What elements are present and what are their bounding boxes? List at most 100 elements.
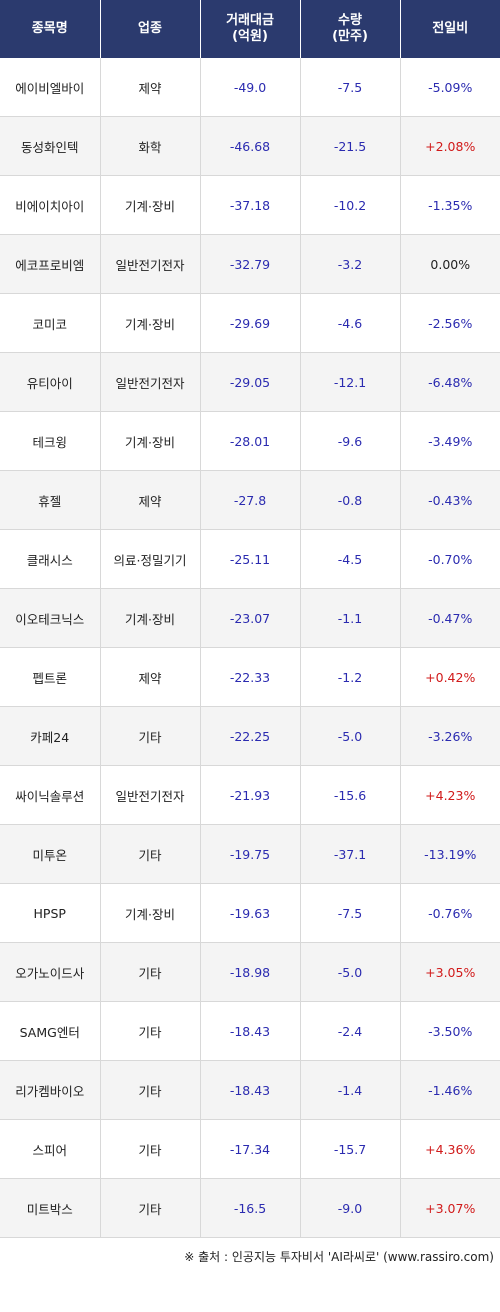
trade-amount-cell: -23.07 — [200, 588, 301, 648]
trade-amount-cell: -19.63 — [200, 883, 301, 943]
sector-cell: 기타 — [100, 706, 201, 766]
change-cell: +3.05% — [400, 942, 500, 1002]
trade-amount-cell: -19.75 — [200, 824, 301, 884]
header-label: 전일비 — [432, 21, 469, 36]
change-cell: +4.36% — [400, 1119, 500, 1179]
stock-name-cell: 에코프로비엠 — [0, 234, 101, 294]
table-row: 오가노이드사 기타 -18.98 -5.0 +3.05% — [0, 942, 500, 1002]
sector-cell: 제약 — [100, 58, 201, 117]
table-row: 미트박스 기타 -16.5 -9.0 +3.07% — [0, 1178, 500, 1238]
stock-name-cell: 유티아이 — [0, 352, 101, 412]
trade-amount-cell: -18.98 — [200, 942, 301, 1002]
quantity-cell: -10.2 — [300, 175, 401, 235]
quantity-cell: -21.5 — [300, 116, 401, 176]
sector-cell: 제약 — [100, 647, 201, 707]
table-header: 종목명 업종 거래대금 (억원) 수량 (만주) 전일비 — [0, 0, 500, 58]
header-quantity: 수량 (만주) — [300, 0, 401, 58]
quantity-cell: -0.8 — [300, 470, 401, 530]
trade-amount-cell: -18.43 — [200, 1001, 301, 1061]
table-row: 카페24 기타 -22.25 -5.0 -3.26% — [0, 706, 500, 766]
header-label: (억원) — [232, 29, 268, 44]
stock-name-cell: 스피어 — [0, 1119, 101, 1179]
change-cell: -6.48% — [400, 352, 500, 412]
change-cell: -3.26% — [400, 706, 500, 766]
trade-amount-cell: -49.0 — [200, 58, 301, 117]
header-label: 거래대금 — [226, 13, 274, 28]
sector-cell: 기타 — [100, 1178, 201, 1238]
quantity-cell: -12.1 — [300, 352, 401, 412]
table-row: 유티아이 일반전기전자 -29.05 -12.1 -6.48% — [0, 352, 500, 412]
source-note: ※ 출처 : 인공지능 투자비서 'AI라씨로' (www.rassiro.co… — [184, 1250, 494, 1264]
stock-name-cell: 카페24 — [0, 706, 101, 766]
change-cell: -0.43% — [400, 470, 500, 530]
table-row: 테크윙 기계·장비 -28.01 -9.6 -3.49% — [0, 411, 500, 471]
change-cell: -1.46% — [400, 1060, 500, 1120]
change-cell: -0.47% — [400, 588, 500, 648]
sector-cell: 기타 — [100, 1060, 201, 1120]
quantity-cell: -15.7 — [300, 1119, 401, 1179]
sector-cell: 기계·장비 — [100, 175, 201, 235]
sector-cell: 기타 — [100, 942, 201, 1002]
table-row: 스피어 기타 -17.34 -15.7 +4.36% — [0, 1119, 500, 1179]
trade-amount-cell: -29.05 — [200, 352, 301, 412]
table-row: 리가켐바이오 기타 -18.43 -1.4 -1.46% — [0, 1060, 500, 1120]
quantity-cell: -4.6 — [300, 293, 401, 353]
sector-cell: 기계·장비 — [100, 293, 201, 353]
table-row: 미투온 기타 -19.75 -37.1 -13.19% — [0, 824, 500, 884]
table-row: 휴젤 제약 -27.8 -0.8 -0.43% — [0, 470, 500, 530]
trade-amount-cell: -27.8 — [200, 470, 301, 530]
trade-amount-cell: -22.25 — [200, 706, 301, 766]
quantity-cell: -1.4 — [300, 1060, 401, 1120]
stock-name-cell: 미트박스 — [0, 1178, 101, 1238]
table-row: 동성화인텍 화학 -46.68 -21.5 +2.08% — [0, 116, 500, 176]
header-label: 업종 — [138, 21, 162, 36]
sector-cell: 화학 — [100, 116, 201, 176]
header-change: 전일비 — [400, 0, 500, 58]
quantity-cell: -5.0 — [300, 706, 401, 766]
quantity-cell: -37.1 — [300, 824, 401, 884]
quantity-cell: -7.5 — [300, 883, 401, 943]
change-cell: +4.23% — [400, 765, 500, 825]
quantity-cell: -1.2 — [300, 647, 401, 707]
change-cell: -3.50% — [400, 1001, 500, 1061]
sector-cell: 기타 — [100, 824, 201, 884]
sector-cell: 제약 — [100, 470, 201, 530]
stock-name-cell: 코미코 — [0, 293, 101, 353]
header-label: (만주) — [332, 29, 368, 44]
sector-cell: 일반전기전자 — [100, 234, 201, 294]
sector-cell: 기계·장비 — [100, 411, 201, 471]
sector-cell: 일반전기전자 — [100, 352, 201, 412]
change-cell: -0.76% — [400, 883, 500, 943]
sector-cell: 기계·장비 — [100, 883, 201, 943]
header-stock-name: 종목명 — [0, 0, 101, 58]
table-row: 클래시스 의료·정밀기기 -25.11 -4.5 -0.70% — [0, 529, 500, 589]
sector-cell: 기타 — [100, 1119, 201, 1179]
quantity-cell: -15.6 — [300, 765, 401, 825]
stock-name-cell: 테크윙 — [0, 411, 101, 471]
stock-name-cell: 리가켐바이오 — [0, 1060, 101, 1120]
quantity-cell: -4.5 — [300, 529, 401, 589]
trade-amount-cell: -32.79 — [200, 234, 301, 294]
quantity-cell: -2.4 — [300, 1001, 401, 1061]
table-body: 에이비엘바이 제약 -49.0 -7.5 -5.09% 동성화인텍 화학 -46.68 -21.… — [0, 58, 500, 1238]
change-cell: -0.70% — [400, 529, 500, 589]
stock-name-cell: 휴젤 — [0, 470, 101, 530]
trade-amount-cell: -28.01 — [200, 411, 301, 471]
table-row: 에이비엘바이 제약 -49.0 -7.5 -5.09% — [0, 58, 500, 117]
stock-table: 종목명 업종 거래대금 (억원) 수량 (만주) 전일비 에이비엘바이 제약 -49.0 -7.5… — [0, 0, 500, 1238]
stock-name-cell: 에이비엘바이 — [0, 58, 101, 117]
table-row: 코미코 기계·장비 -29.69 -4.6 -2.56% — [0, 293, 500, 353]
stock-name-cell: 싸이닉솔루션 — [0, 765, 101, 825]
change-cell: +2.08% — [400, 116, 500, 176]
stock-name-cell: 미투온 — [0, 824, 101, 884]
header-row: 종목명 업종 거래대금 (억원) 수량 (만주) 전일비 — [0, 0, 500, 58]
table-row: 펩트론 제약 -22.33 -1.2 +0.42% — [0, 647, 500, 707]
stock-name-cell: 동성화인텍 — [0, 116, 101, 176]
trade-amount-cell: -37.18 — [200, 175, 301, 235]
trade-amount-cell: -18.43 — [200, 1060, 301, 1120]
trade-amount-cell: -25.11 — [200, 529, 301, 589]
table-row: 이오테크닉스 기계·장비 -23.07 -1.1 -0.47% — [0, 588, 500, 648]
sector-cell: 일반전기전자 — [100, 765, 201, 825]
stock-name-cell: HPSP — [0, 883, 101, 943]
stock-name-cell: 펩트론 — [0, 647, 101, 707]
